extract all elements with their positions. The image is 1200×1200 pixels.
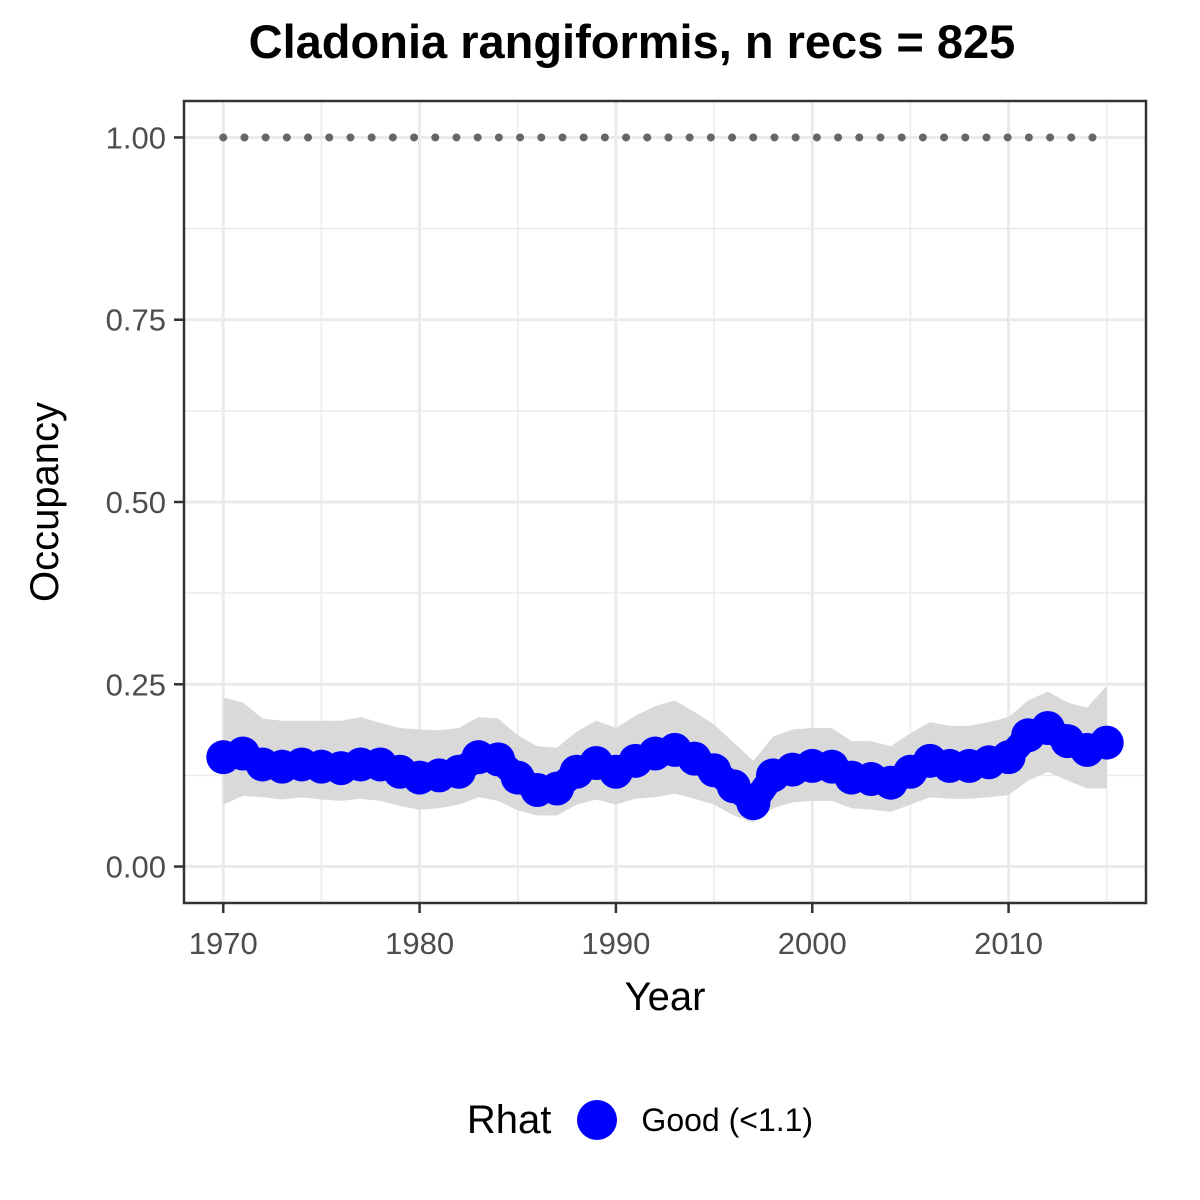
legend-label-good: Good (<1.1)	[641, 1101, 814, 1138]
x-tick-label: 2010	[974, 926, 1043, 961]
x-axis: 1970 1980 1990 2000 2010	[189, 903, 1043, 961]
y-tick-label: 0.00	[106, 850, 166, 885]
y-tick-label: 0.25	[106, 667, 166, 702]
legend-title: Rhat	[466, 1097, 552, 1142]
y-tick-label: 1.00	[106, 120, 166, 155]
x-tick-label: 1970	[189, 926, 258, 961]
x-tick-label: 1980	[385, 926, 454, 961]
data-point	[736, 786, 771, 821]
x-tick-label: 2000	[778, 926, 847, 961]
chart-title: Cladonia rangiformis, n recs = 825	[248, 15, 1016, 68]
y-tick-label: 0.75	[106, 303, 166, 338]
y-axis-label: Occupancy	[23, 402, 67, 602]
y-tick-label: 0.50	[106, 485, 166, 520]
y-axis: 0.00 0.25 0.50 0.75 1.00	[106, 120, 184, 885]
x-axis-label: Year	[625, 975, 706, 1019]
legend: Rhat Good (<1.1)	[0, 1092, 1200, 1148]
data-point	[991, 740, 1026, 775]
legend-key-good	[577, 1100, 618, 1140]
x-tick-label: 1990	[581, 926, 650, 961]
occupancy-points	[206, 711, 1124, 821]
data-point	[1089, 725, 1124, 760]
